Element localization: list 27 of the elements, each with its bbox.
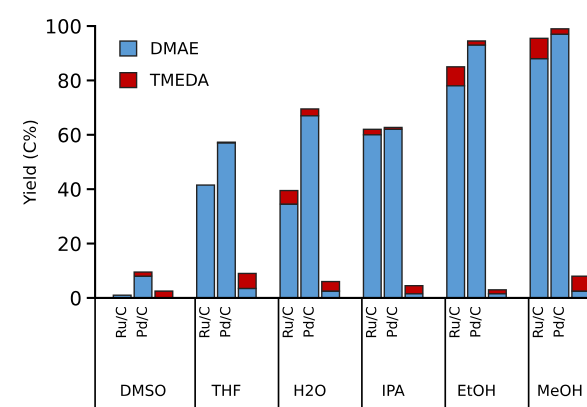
legend-label: TMEDA xyxy=(150,74,209,86)
text: H2O xyxy=(294,384,326,396)
x-tick-label: Pd/C xyxy=(220,307,232,336)
x-tick-label: Pd/C xyxy=(136,307,148,336)
y-tick-label: 0 xyxy=(70,290,81,306)
text: THF xyxy=(212,384,240,396)
x-tick-label: Ru/C xyxy=(532,307,544,338)
text: DMSO xyxy=(121,384,166,396)
y-tick-label: 20 xyxy=(58,236,81,252)
x-tick-label: Ru/C xyxy=(116,307,128,338)
y-tick-label: 60 xyxy=(58,128,81,142)
x-tick-label: Pd/C xyxy=(553,307,566,336)
y-tick-label: 40 xyxy=(58,182,81,197)
x-tick-label: Ru/C xyxy=(449,307,461,338)
x-tick-label: Ru/C xyxy=(199,307,211,338)
x-tick-label: Ru/C xyxy=(366,307,378,338)
x-tick-label: Pd/C xyxy=(386,307,398,336)
text: MeOH xyxy=(538,384,582,396)
y-tick-label: 80 xyxy=(58,73,81,88)
x-tick-label: Pd/C xyxy=(303,307,315,336)
text: EtOH xyxy=(458,384,495,396)
x-tick-label: Ru/C xyxy=(282,307,294,338)
y-tick-label: 100 xyxy=(46,19,81,34)
legend-label: DMAE xyxy=(152,42,198,54)
text: IPA xyxy=(383,384,405,396)
x-tick-label: Pd/C xyxy=(470,307,482,336)
y-axis-title: Yield (C%) xyxy=(23,120,38,205)
